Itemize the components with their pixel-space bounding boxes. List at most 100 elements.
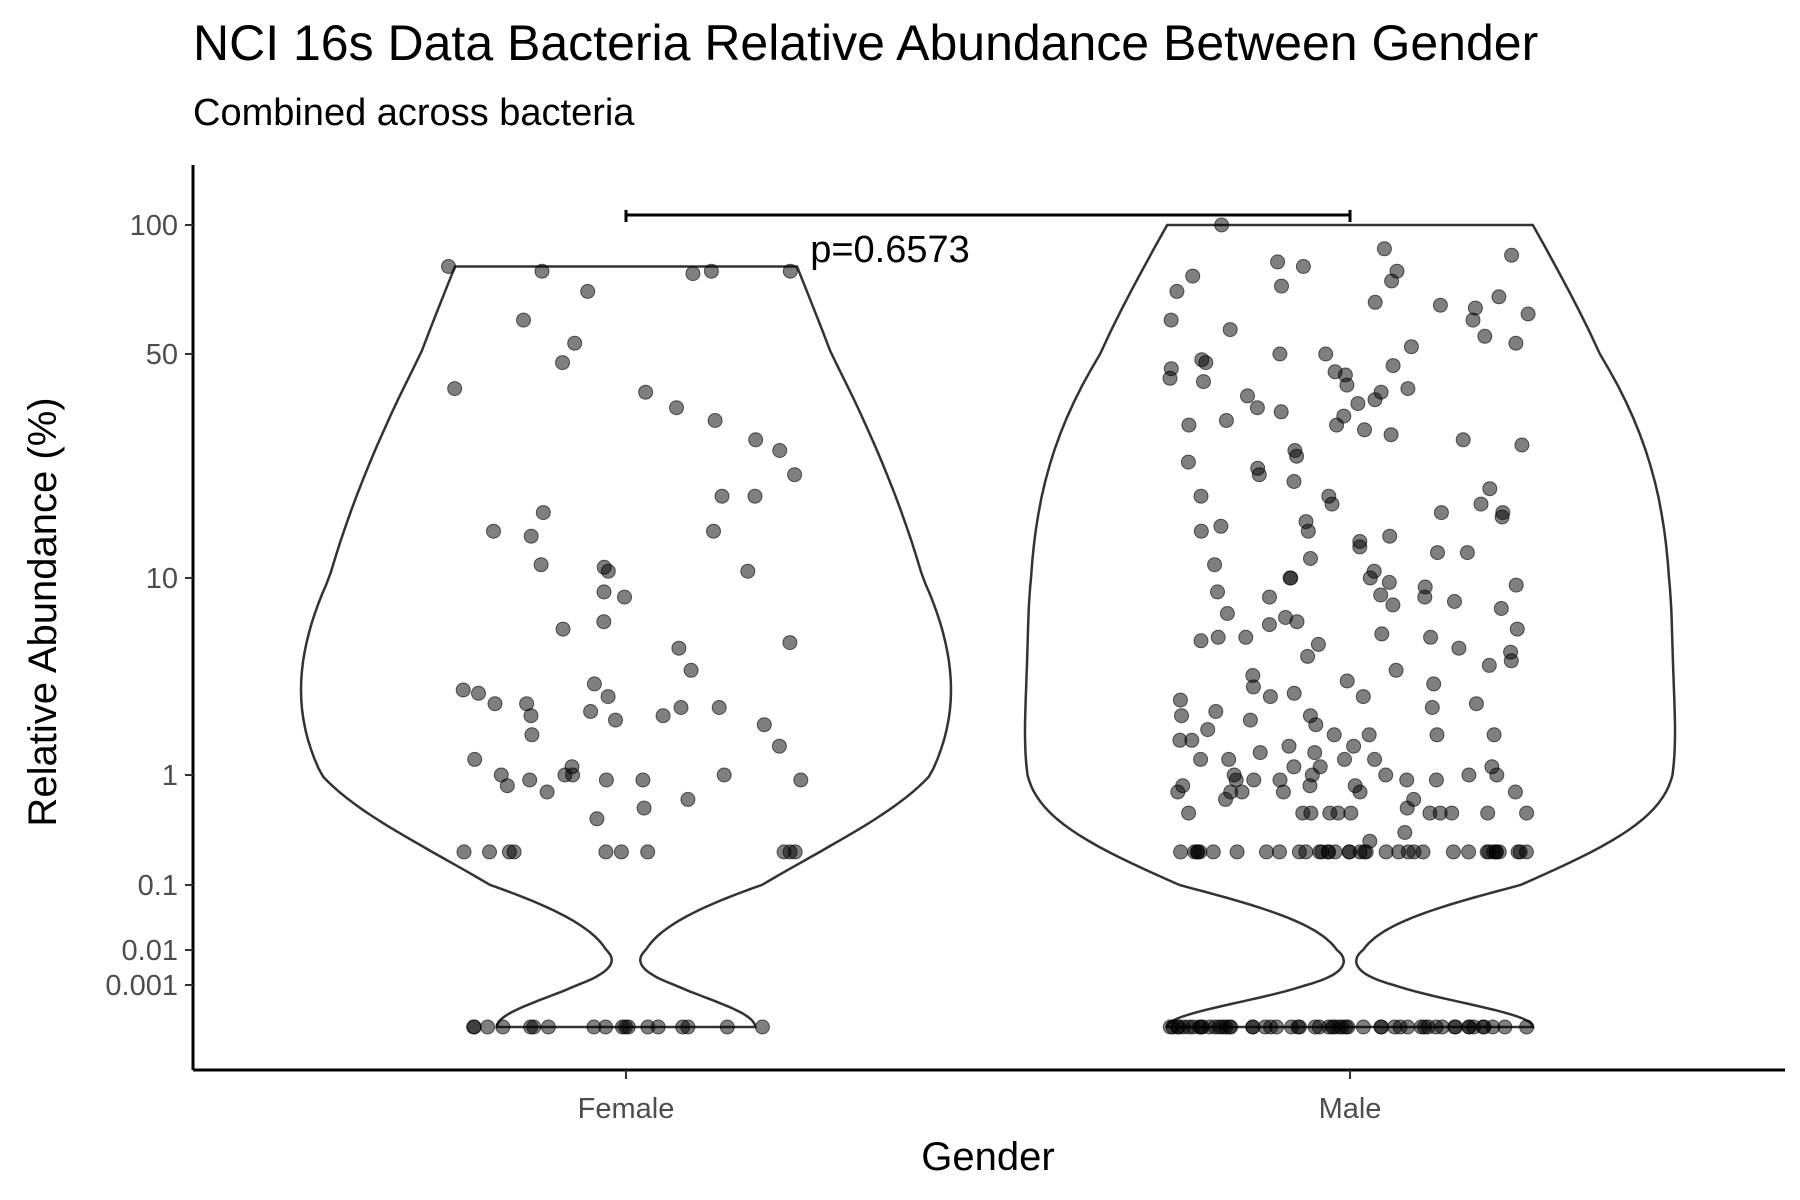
- data-point-male: [1376, 241, 1392, 257]
- data-point-male: [1175, 778, 1191, 794]
- y-tick-label: 100: [130, 210, 178, 242]
- data-point-male: [1428, 772, 1444, 788]
- data-point-male: [1193, 633, 1209, 649]
- data-point-male: [1350, 396, 1366, 412]
- y-axis-title: Relative Abundance (%): [21, 397, 65, 826]
- data-point-male: [1507, 784, 1523, 800]
- data-point-male: [1173, 844, 1189, 860]
- data-point-male: [1429, 727, 1445, 743]
- data-point-male: [1406, 791, 1422, 807]
- data-point-male: [1300, 648, 1316, 664]
- data-point-female: [740, 563, 756, 579]
- data-point-female: [707, 413, 723, 428]
- data-point-male: [1514, 437, 1530, 453]
- data-point-male: [1262, 589, 1277, 605]
- data-point-male: [1238, 629, 1254, 645]
- data-point-male: [1339, 673, 1355, 689]
- data-point-male: [1165, 1019, 1181, 1035]
- data-point-female: [540, 1019, 556, 1035]
- data-point-male: [1270, 254, 1286, 270]
- data-point-male: [1283, 570, 1299, 586]
- data-point-male: [1444, 805, 1460, 821]
- data-point-male: [1287, 443, 1303, 458]
- data-point-male: [1189, 844, 1205, 860]
- data-point-male: [1400, 381, 1416, 397]
- data-point-male: [1433, 505, 1449, 521]
- data-point-male: [1219, 606, 1235, 621]
- data-point-female: [754, 1019, 770, 1035]
- data-point-male: [1193, 488, 1209, 504]
- data-point-male: [1210, 584, 1225, 600]
- data-point-male: [1484, 759, 1500, 775]
- data-point-male: [1509, 621, 1525, 637]
- y-tick-label: 1: [162, 760, 178, 792]
- data-point-male: [1430, 545, 1445, 561]
- data-point-male: [1357, 422, 1372, 438]
- data-point-male: [1447, 594, 1462, 609]
- data-point-male: [1181, 805, 1197, 821]
- data-point-female: [685, 266, 701, 282]
- data-point-male: [1403, 339, 1419, 355]
- data-point-female: [782, 263, 798, 279]
- data-point-female: [600, 689, 616, 705]
- data-point-male: [1423, 629, 1439, 645]
- data-point-female: [555, 355, 570, 371]
- data-point-male: [1295, 259, 1311, 274]
- data-point-female: [636, 800, 652, 816]
- data-point-female: [719, 1019, 735, 1035]
- data-point-female: [455, 682, 471, 698]
- data-point-male: [1373, 587, 1389, 603]
- data-point-male: [1193, 523, 1209, 539]
- data-point-male: [1196, 374, 1211, 390]
- data-point-female: [589, 811, 605, 827]
- y-tick-label: 50: [146, 339, 178, 371]
- data-point-female: [608, 712, 623, 728]
- data-point-male: [1298, 844, 1314, 860]
- data-point-male: [1399, 772, 1415, 788]
- data-point-female: [596, 584, 612, 600]
- violin-male: [1023, 223, 1677, 1029]
- data-point-female: [466, 1019, 482, 1035]
- data-point-female: [716, 767, 732, 783]
- violin-female: [299, 265, 953, 1029]
- significance-annotation: p=0.6573: [624, 210, 1352, 271]
- data-point-male: [1298, 514, 1314, 530]
- data-point-female: [782, 635, 798, 651]
- data-point-female: [793, 772, 809, 788]
- data-point-female: [522, 772, 538, 788]
- data-point-male: [1477, 328, 1493, 344]
- data-point-female: [771, 738, 787, 754]
- data-point-male: [1281, 738, 1297, 754]
- data-point-male: [1374, 626, 1390, 642]
- data-point-male: [1367, 751, 1383, 767]
- data-point-male: [1207, 557, 1223, 573]
- data-point-male: [1327, 364, 1343, 380]
- data-point-male: [1426, 676, 1442, 692]
- data-point-male: [1286, 685, 1302, 701]
- data-point-male: [1226, 767, 1242, 783]
- data-point-female: [447, 381, 463, 397]
- y-tick-label: 0.001: [105, 970, 178, 1002]
- data-point-female: [456, 844, 472, 860]
- data-point-male: [1366, 563, 1382, 579]
- data-point-female: [523, 1019, 539, 1035]
- data-point-male: [1519, 805, 1535, 821]
- data-point-female: [567, 335, 583, 351]
- data-point-male: [1451, 640, 1467, 656]
- data-point-male: [1420, 1019, 1436, 1035]
- data-point-male: [1252, 745, 1268, 761]
- data-point-male: [1389, 263, 1405, 279]
- data-point-male: [1303, 551, 1318, 566]
- data-point-female: [487, 696, 503, 712]
- data-point-female: [493, 767, 509, 783]
- data-point-female: [555, 621, 571, 637]
- data-point-male: [1245, 1019, 1261, 1035]
- p-value-label: p=0.6573: [810, 229, 970, 271]
- x-tick-label: Female: [578, 1093, 675, 1125]
- data-point-male: [1201, 1019, 1217, 1035]
- data-point-male: [1172, 692, 1188, 708]
- data-point-male: [1355, 689, 1371, 705]
- data-point-male: [1272, 772, 1288, 788]
- data-point-male: [1459, 545, 1475, 561]
- data-point-male: [1310, 636, 1326, 652]
